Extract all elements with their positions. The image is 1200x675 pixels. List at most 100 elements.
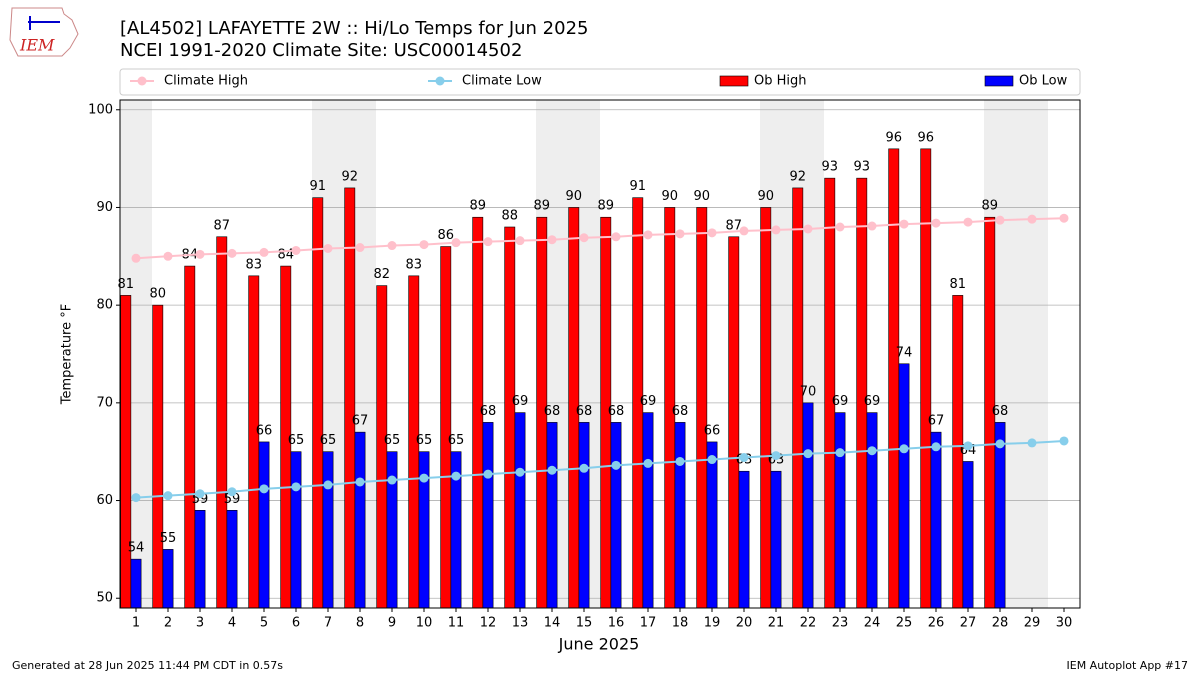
data-label: 90 [757,189,774,204]
bar [514,412,526,609]
legend-marker [435,76,445,86]
data-label: 65 [448,433,465,448]
marker [323,480,333,490]
data-label: 93 [821,160,838,175]
bar [216,236,228,609]
data-label: 92 [341,169,358,184]
x-tick-label: 12 [480,616,497,631]
data-label: 67 [928,414,945,429]
bar [258,441,270,609]
bar [920,148,932,609]
data-label: 68 [576,404,593,419]
data-label: 83 [405,257,422,272]
data-label: 96 [885,130,902,145]
y-tick-label: 80 [96,298,113,313]
bar [578,422,590,609]
bar [962,461,974,609]
bar [120,295,132,609]
marker [259,247,269,257]
marker [451,238,461,248]
bar [888,148,900,609]
x-tick-label: 3 [196,616,204,631]
data-label: 90 [693,189,710,204]
legend-frame [119,68,1081,96]
x-tick-label: 7 [324,616,332,631]
line [135,439,1065,499]
data-label: 89 [533,199,550,214]
data-label: 59 [224,492,241,507]
marker [931,218,941,228]
line [135,217,1065,260]
bar [162,549,174,609]
marker [675,456,685,466]
x-tick-label: 25 [896,616,913,631]
bar [504,226,516,609]
x-tick-label: 24 [864,616,881,631]
bar [642,412,654,609]
bar [312,197,324,609]
marker [131,253,141,263]
data-label: 91 [629,179,646,194]
x-tick-label: 23 [832,616,849,631]
bar [184,265,196,609]
bar [482,422,494,609]
data-label: 87 [725,218,742,233]
data-label: 70 [800,384,817,399]
marker [1059,436,1069,446]
data-label: 67 [352,414,369,429]
marker [579,233,589,243]
marker [259,484,269,494]
marker [771,451,781,461]
marker [291,245,301,255]
marker [867,221,877,231]
x-tick-label: 16 [608,616,625,631]
marker [483,469,493,479]
marker [1027,438,1037,448]
marker [515,467,525,477]
x-tick-label: 1 [132,616,140,631]
data-label: 69 [512,394,529,409]
bar [226,510,238,609]
marker [803,449,813,459]
bar [770,470,782,609]
data-label: 54 [128,541,145,556]
bar [248,275,260,609]
marker [515,236,525,246]
marker [291,482,301,492]
bar [866,412,878,609]
x-tick-label: 6 [292,616,300,631]
x-axis-label: June 2025 [558,635,640,654]
marker [387,475,397,485]
marker [899,444,909,454]
data-label: 68 [672,404,689,419]
marker [195,249,205,259]
marker [707,228,717,238]
x-tick-label: 13 [512,616,529,631]
marker [963,441,973,451]
data-label: 89 [981,199,998,214]
marker [995,439,1005,449]
bar [728,236,740,609]
data-label: 68 [992,404,1009,419]
marker [355,477,365,487]
bar [344,187,356,609]
y-tick-label: 90 [96,200,113,215]
legend-label: Climate Low [462,74,542,89]
data-label: 68 [480,404,497,419]
x-tick-label: 26 [928,616,945,631]
legend-swatch [984,75,1014,87]
bar [994,422,1006,609]
data-label: 91 [309,179,326,194]
data-label: 65 [384,433,401,448]
legend-marker [137,76,147,86]
bar [802,402,814,609]
marker [771,225,781,235]
data-label: 96 [917,130,934,145]
x-tick-label: 19 [704,616,721,631]
marker [931,442,941,452]
marker [419,473,429,483]
marker [611,232,621,242]
bar [194,510,206,609]
marker [195,489,205,499]
x-tick-label: 14 [544,616,561,631]
